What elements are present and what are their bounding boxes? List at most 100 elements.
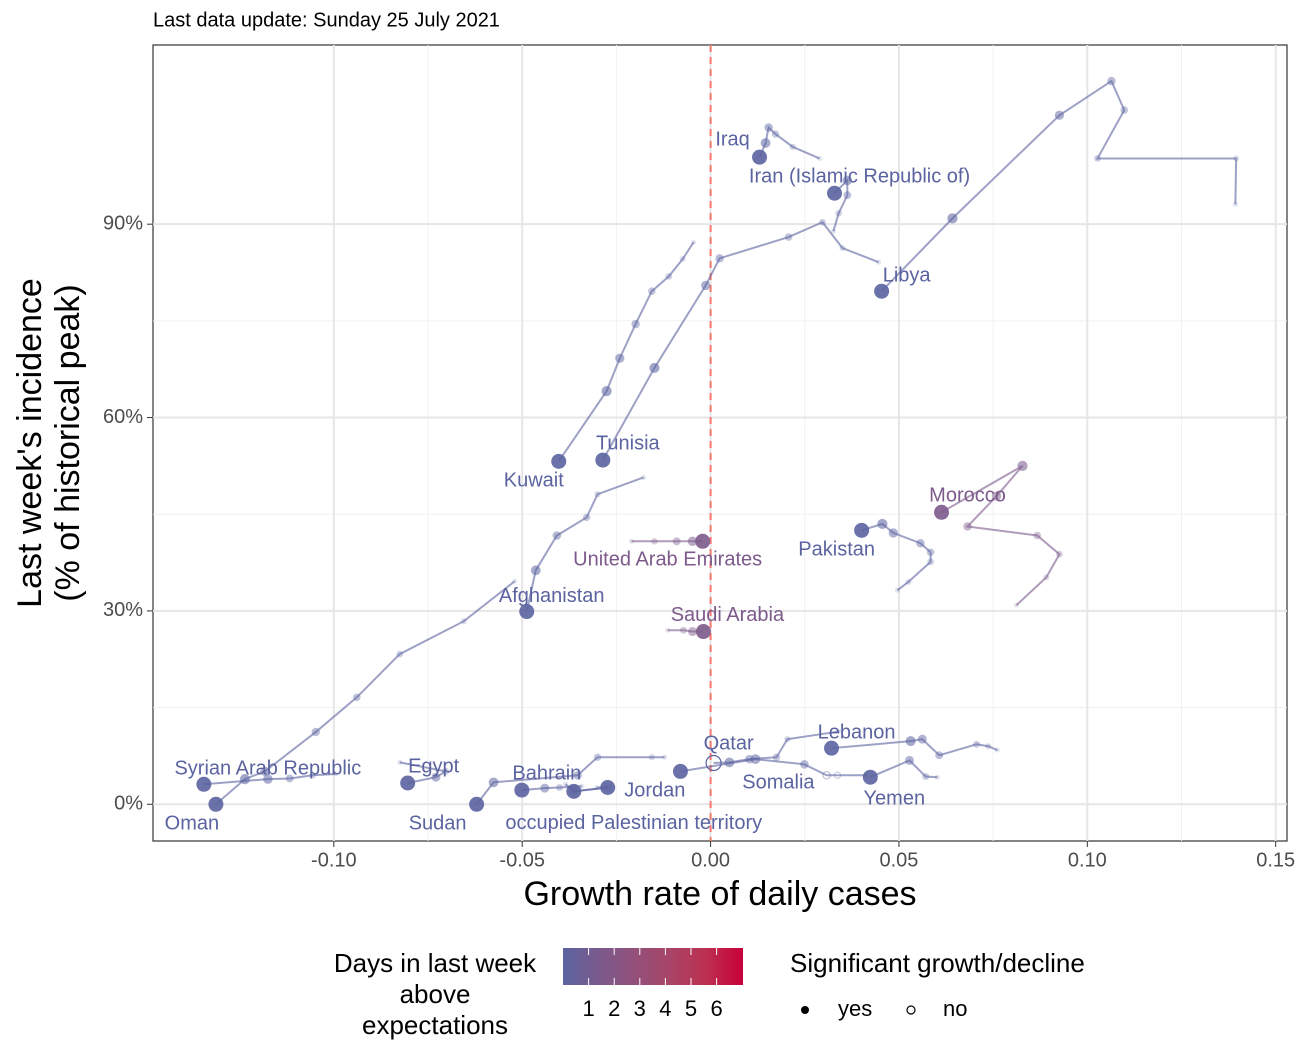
point (469, 796, 485, 812)
point (927, 558, 934, 566)
point-label: Morocco (929, 485, 1006, 507)
point (784, 233, 793, 241)
legend-label: yes (838, 996, 872, 1021)
x-tick-label: 0.00 (691, 849, 730, 871)
point (552, 531, 562, 540)
point (784, 736, 791, 743)
trajectory (399, 761, 449, 784)
point (876, 259, 882, 265)
color-bar (563, 948, 743, 985)
point (582, 513, 591, 522)
point (827, 185, 843, 201)
point (1033, 531, 1042, 540)
point (695, 533, 711, 549)
point (701, 280, 711, 291)
point (764, 123, 773, 132)
point-label: Tunisia (596, 432, 661, 454)
y-axis-title: Last week's incidence (11, 278, 49, 608)
point (894, 587, 900, 593)
point (260, 766, 270, 777)
point (926, 548, 935, 557)
y-tick-label: 30% (103, 599, 143, 621)
point (530, 565, 541, 576)
point (691, 239, 697, 245)
point (573, 770, 582, 780)
point (594, 491, 601, 498)
point (512, 578, 518, 584)
point-label: Lebanon (818, 721, 896, 743)
point (750, 754, 761, 765)
point (994, 747, 1000, 753)
point (800, 760, 809, 769)
point (593, 753, 602, 761)
x-tick-label: -0.10 (311, 849, 357, 871)
point (772, 753, 781, 761)
point (935, 751, 944, 760)
color-bar-label: 1 (582, 996, 594, 1021)
point (916, 539, 925, 548)
point (963, 522, 972, 531)
point (665, 627, 671, 633)
point (641, 474, 647, 480)
trajectory (601, 221, 879, 461)
color-bar-label: 2 (608, 996, 620, 1021)
point (263, 774, 273, 784)
trajectory (525, 476, 644, 612)
point (752, 149, 768, 165)
point (839, 245, 846, 251)
point (687, 627, 697, 637)
point (679, 626, 687, 634)
point (1017, 460, 1028, 471)
point (695, 624, 711, 640)
point (285, 774, 294, 783)
y-tick-label: 0% (114, 793, 143, 815)
point-label: Iran (Islamic Republic of) (749, 166, 970, 188)
point (556, 784, 564, 792)
trajectory (869, 759, 938, 779)
x-tick-label: 0.10 (1068, 849, 1107, 871)
point (715, 254, 724, 263)
point (631, 319, 640, 329)
point (843, 191, 852, 200)
point (648, 754, 655, 761)
point (947, 213, 958, 224)
point (816, 155, 822, 161)
point (905, 578, 912, 585)
point (649, 362, 660, 373)
color-bar-label: 3 (634, 996, 646, 1021)
point (651, 538, 658, 545)
legend-title: Days in last week (334, 948, 537, 978)
point (724, 757, 735, 768)
y-tick-label: 60% (103, 406, 143, 428)
point (442, 767, 450, 775)
trajectory (880, 79, 1238, 292)
point (595, 452, 611, 468)
point-label: Yemen (864, 787, 926, 809)
point (934, 504, 950, 520)
trajectory (557, 241, 695, 462)
point (672, 537, 681, 546)
point (1013, 602, 1019, 608)
point (835, 209, 842, 217)
color-bar-label: 4 (659, 996, 671, 1021)
point (973, 740, 981, 748)
legend-key (906, 1005, 916, 1015)
point (208, 796, 224, 812)
point (396, 650, 404, 658)
legend-key (801, 1006, 809, 1014)
point-label: United Arab Emirates (573, 549, 762, 571)
point (771, 130, 780, 138)
point-label: Kuwait (504, 470, 564, 492)
point (1043, 574, 1050, 581)
point (842, 175, 853, 186)
subtitle: Last data update: Sunday 25 July 2021 (153, 9, 500, 31)
point (934, 774, 940, 780)
point (400, 775, 416, 791)
point (1232, 201, 1238, 207)
point (874, 283, 890, 299)
trajectory (832, 177, 849, 232)
point (1054, 110, 1065, 120)
legend-title: above (400, 979, 471, 1009)
point-label: Qatar (704, 732, 754, 754)
